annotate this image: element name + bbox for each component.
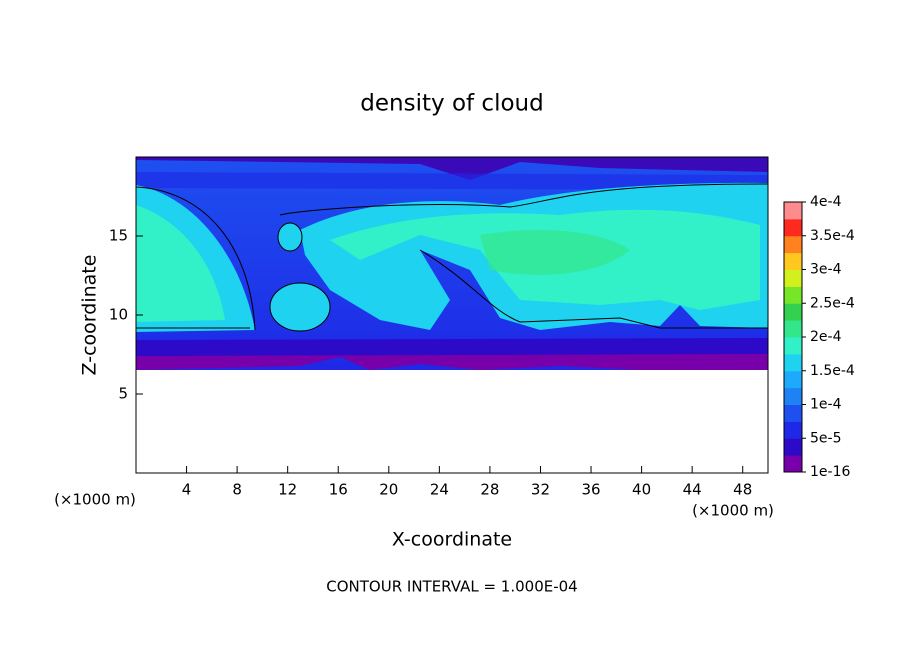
colorbar-band: [784, 286, 802, 304]
x-tick-label: 4: [182, 481, 192, 499]
colorbar-band: [784, 370, 802, 389]
colorbar-band: [784, 387, 802, 405]
x-axis-unit: (×1000 m): [692, 502, 774, 520]
x-tick-label: 44: [683, 481, 702, 499]
colorbar-tick-label: 2.5e-4: [810, 295, 855, 311]
colorbar-band: [784, 438, 802, 456]
x-axis-label: X-coordinate: [392, 529, 512, 551]
x-tick-label: 8: [232, 481, 242, 499]
colorbar-band: [784, 235, 802, 254]
colorbar-band: [784, 202, 802, 220]
colorbar-band: [784, 404, 802, 422]
colorbar-band: [784, 303, 802, 321]
colorbar-band: [784, 337, 802, 355]
y-tick-label: 15: [109, 227, 128, 245]
x-tick-label: 32: [531, 481, 550, 499]
colorbar-tick-label: 1e-4: [810, 397, 842, 413]
colorbar-tick-label: 3.5e-4: [810, 228, 855, 244]
colorbar-tick-label: 2e-4: [810, 329, 842, 345]
x-tick-label: 24: [430, 481, 449, 499]
x-tick-label: 40: [632, 481, 651, 499]
colorbar-band: [784, 421, 802, 439]
x-tick-label: 16: [329, 481, 348, 499]
x-tick-label: 28: [480, 481, 499, 499]
colorbar-band: [784, 218, 802, 237]
chart-title: density of cloud: [360, 91, 543, 117]
contour-note: CONTOUR INTERVAL = 1.000E-04: [326, 578, 577, 596]
colorbar-band: [784, 320, 802, 338]
colorbar-tick-label: 3e-4: [810, 262, 842, 278]
x-tick-label: 48: [733, 481, 752, 499]
y-tick-label: 5: [118, 385, 128, 403]
colorbar-band: [784, 353, 802, 372]
colorbar-band: [784, 252, 802, 270]
colorbar-tick-label: 1.5e-4: [810, 363, 855, 379]
colorbar-tick-label: 5e-5: [810, 430, 841, 446]
y-axis-unit: (×1000 m): [54, 491, 136, 509]
x-tick-label: 20: [379, 481, 398, 499]
x-tick-label: 12: [278, 481, 297, 499]
colorbar-band: [784, 269, 802, 287]
colorbar-band: [784, 455, 802, 473]
y-tick-label: 10: [109, 306, 128, 324]
x-tick-label: 36: [581, 481, 600, 499]
colorbar-tick-label: 1e-16: [810, 464, 850, 480]
colorbar-tick-label: 4e-4: [810, 194, 842, 210]
y-axis-label: Z-coordinate: [79, 255, 101, 376]
contour-field: [136, 157, 768, 370]
